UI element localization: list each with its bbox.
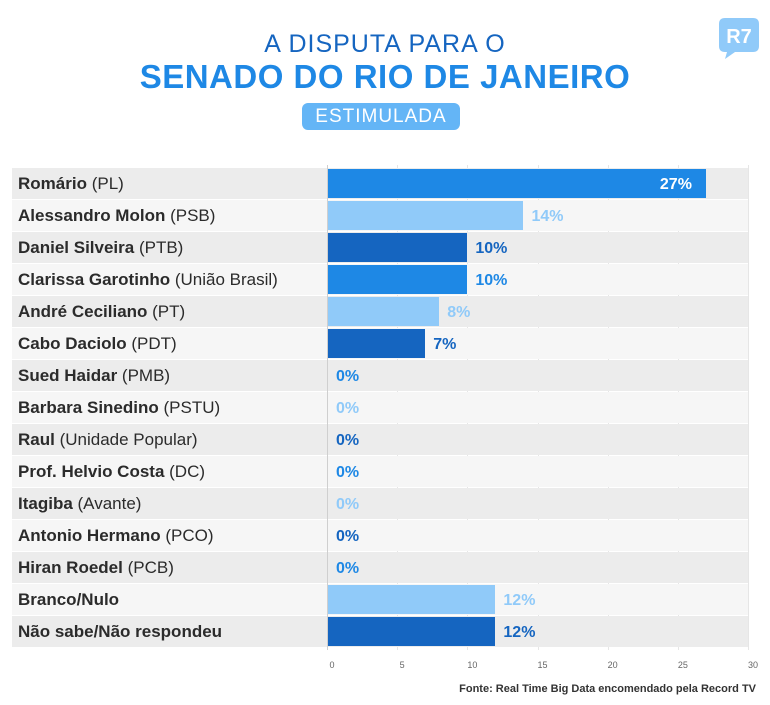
category-label: Sued Haidar (PMB) — [18, 360, 170, 391]
row-background — [12, 424, 748, 455]
category-label: Branco/Nulo — [18, 584, 119, 615]
data-label: 10% — [475, 272, 508, 289]
data-label: 14% — [531, 208, 564, 225]
chart-title: SENADO DO RIO DE JANEIRO — [139, 58, 631, 95]
category-label: Romário (PL) — [18, 168, 124, 199]
party-name: (Avante) — [72, 494, 142, 513]
party-name: (PSB) — [165, 206, 216, 225]
party-name: (Unidade Popular) — [54, 430, 198, 449]
category-label: Não sabe/Não respondeu — [18, 616, 222, 647]
x-tick-label: 0 — [329, 660, 335, 670]
party-name: (União Brasil) — [170, 270, 278, 289]
candidate-name: André Ceciliano — [18, 302, 148, 321]
category-label: Barbara Sinedino (PSTU) — [18, 392, 220, 423]
party-name: (PL) — [86, 174, 124, 193]
data-label: 0% — [336, 528, 360, 545]
row-background — [12, 456, 748, 487]
x-tick-label: 25 — [677, 660, 688, 670]
row-background — [12, 360, 748, 391]
candidate-name: Cabo Daciolo — [18, 334, 127, 353]
row-background — [12, 392, 748, 423]
category-label: Clarissa Garotinho (União Brasil) — [18, 264, 278, 295]
data-label: 0% — [336, 464, 360, 481]
survey-type-badge: ESTIMULADA — [302, 103, 460, 130]
candidate-name: Barbara Sinedino — [18, 398, 159, 417]
party-name: (DC) — [164, 462, 206, 481]
candidate-name: Clarissa Garotinho — [18, 270, 171, 289]
row-background — [12, 552, 748, 583]
bar — [327, 265, 468, 294]
data-label: 0% — [336, 432, 360, 449]
candidate-name: Branco/Nulo — [18, 590, 120, 609]
gridline — [748, 165, 749, 650]
candidate-name: Itagiba — [18, 494, 73, 513]
chart-subtitle: A DISPUTA PARA O — [264, 30, 506, 58]
data-label: 12% — [503, 624, 536, 641]
category-label: Raul (Unidade Popular) — [18, 424, 198, 455]
category-label: Prof. Helvio Costa (DC) — [18, 456, 205, 487]
party-name: (PT) — [147, 302, 186, 321]
candidate-name: Antonio Hermano — [18, 526, 161, 545]
r7-logo: R7 — [719, 18, 759, 59]
party-name: (PSTU) — [158, 398, 221, 417]
bar — [327, 233, 468, 262]
x-tick-label: 15 — [537, 660, 548, 670]
data-label: 10% — [475, 240, 508, 257]
category-label: Itagiba (Avante) — [18, 488, 141, 519]
x-tick-label: 5 — [399, 660, 405, 670]
party-name: (PMB) — [117, 366, 171, 385]
candidate-name: Não sabe/Não respondeu — [18, 622, 223, 641]
row-background — [12, 520, 748, 551]
y-axis-line — [327, 165, 328, 650]
x-tick-label: 20 — [607, 660, 618, 670]
bar — [327, 297, 440, 326]
category-label: Daniel Silveira (PTB) — [18, 232, 183, 263]
party-name: (PDT) — [126, 334, 177, 353]
bar — [327, 585, 496, 614]
data-label: 8% — [447, 304, 471, 321]
candidate-name: Raul — [18, 430, 55, 449]
bar — [327, 169, 706, 198]
category-label: Cabo Daciolo (PDT) — [18, 328, 177, 359]
party-name: (PCB) — [122, 558, 174, 577]
logo-text: R7 — [726, 26, 752, 48]
candidate-name: Hiran Roedel — [18, 558, 123, 577]
candidate-name: Sued Haidar — [18, 366, 118, 385]
source-note: Fonte: Real Time Big Data encomendado pe… — [459, 683, 756, 695]
data-label: 0% — [336, 560, 360, 577]
category-label: André Ceciliano (PT) — [18, 296, 185, 327]
bar — [327, 329, 426, 358]
data-label: 0% — [336, 496, 360, 513]
category-label: Hiran Roedel (PCB) — [18, 552, 174, 583]
candidate-name: Alessandro Molon — [18, 206, 166, 225]
data-label: 0% — [336, 400, 360, 417]
x-tick-label: 10 — [467, 660, 478, 670]
party-name: (PCO) — [160, 526, 214, 545]
category-label: Alessandro Molon (PSB) — [18, 200, 215, 231]
candidate-name: Romário — [18, 174, 87, 193]
x-tick-label: 30 — [747, 660, 758, 670]
data-label: 0% — [336, 368, 360, 385]
bar — [327, 201, 524, 230]
data-label: 27% — [659, 176, 692, 193]
category-label: Antonio Hermano (PCO) — [18, 520, 214, 551]
row-background — [12, 488, 748, 519]
bar — [327, 617, 496, 646]
party-name: (PTB) — [134, 238, 184, 257]
candidate-name: Daniel Silveira — [18, 238, 135, 257]
candidate-name: Prof. Helvio Costa — [18, 462, 165, 481]
data-label: 7% — [433, 336, 457, 353]
data-label: 12% — [503, 592, 536, 609]
